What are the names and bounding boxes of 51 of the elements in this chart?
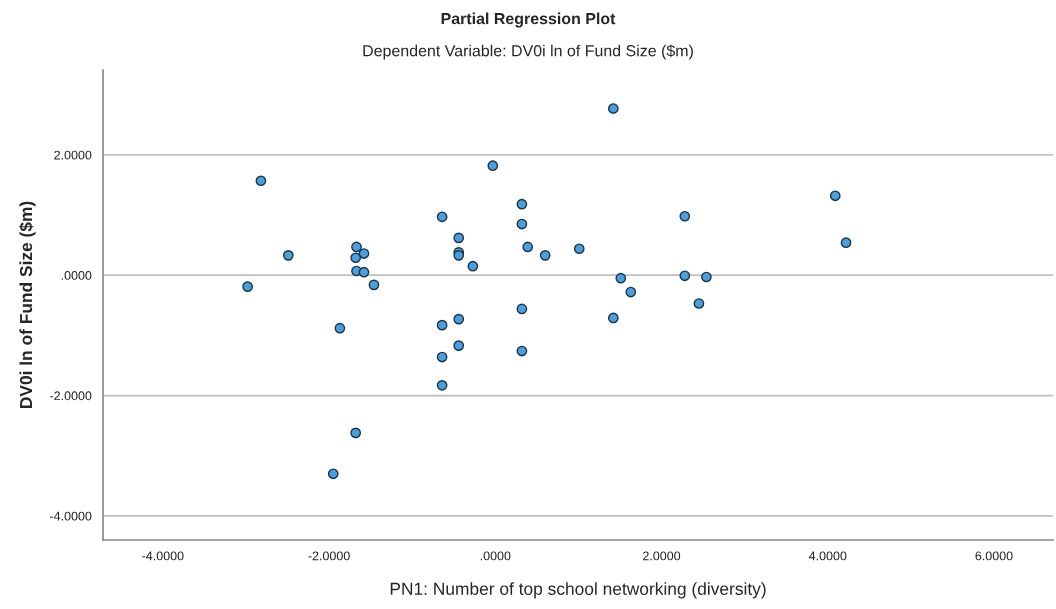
point [516,303,528,315]
point [358,248,370,259]
point [358,266,370,278]
point [539,249,551,261]
x-tick-label: -2.0000 [308,551,350,561]
point [453,232,465,244]
point [242,281,253,292]
point [282,249,294,261]
point [829,190,841,202]
point [453,340,465,351]
chart-subtitle: Dependent Variable: DV0i ln of Fund Size ($m) [363,44,693,60]
point [522,241,534,253]
point [436,319,448,331]
x-tick-label: -4.0000 [142,551,184,561]
chart-title: Partial Regression Plot [441,12,616,28]
x-axis-title: PN1: Number of top school networking (diversity) [390,582,766,599]
point [368,279,380,291]
point [350,252,362,264]
point [516,198,528,210]
point [573,243,585,255]
point [334,322,346,334]
y-axis-title: DV0i ln of Fund Size ($m) [19,201,36,408]
point [701,271,712,283]
y-tick-label: -2.0000 [50,391,92,401]
point [487,160,499,172]
point [679,210,691,222]
point [625,286,637,298]
point [679,270,691,282]
point [693,298,705,309]
point [607,312,619,324]
point [436,379,448,391]
point [436,351,448,363]
point [607,103,619,114]
point [255,175,267,187]
y-tick-label: -4.0000 [50,511,92,521]
x-tick-label: 2.0000 [643,551,681,561]
point [516,345,528,357]
point [516,218,528,230]
x-tick-label: 6.0000 [975,551,1013,561]
point [351,241,362,253]
point [840,237,852,249]
point [327,468,339,480]
point [615,272,627,284]
y-tick-label: 2.0000 [54,150,92,160]
y-tick-label: .0000 [61,271,92,280]
point [453,313,465,325]
x-tick-label: .0000 [480,551,511,561]
point [467,260,479,272]
point [350,427,362,439]
point [436,211,448,223]
x-tick-label: 4.0000 [808,551,847,561]
